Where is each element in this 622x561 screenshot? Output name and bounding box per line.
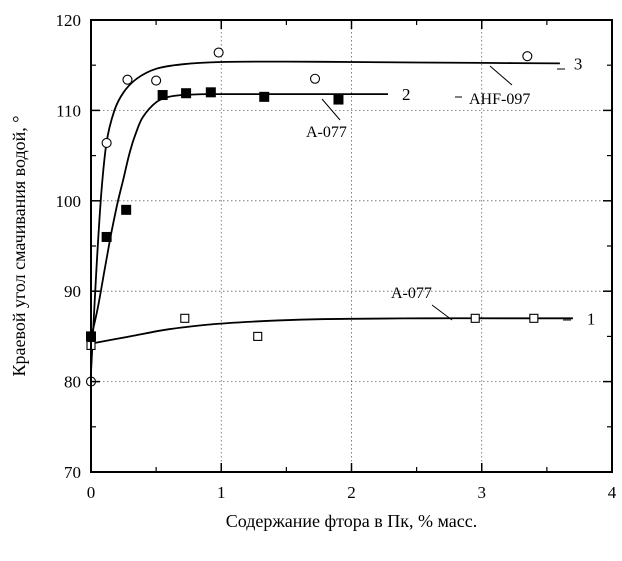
x-tick-labels: 0 1 2 3 4 — [87, 483, 617, 502]
point-series-3 — [309, 73, 321, 84]
annotation-label-3: AHF-097 — [469, 91, 530, 108]
point-series-2 — [333, 94, 344, 105]
annotation-leader-3 — [489, 65, 513, 86]
point-series-2 — [101, 231, 112, 242]
axis-ticks — [90, 19, 613, 473]
fit-curves — [90, 60, 573, 373]
x-tick-label: 1 — [217, 483, 226, 502]
point-series-2 — [205, 87, 216, 98]
x-tick-label: 3 — [478, 483, 487, 502]
curve-number-2: 2 — [402, 85, 411, 104]
curve-number-1: 1 — [587, 309, 596, 328]
annotation-label-1: A-077 — [391, 285, 432, 302]
grid — [91, 20, 612, 472]
y-tick-label: 90 — [64, 282, 81, 301]
curve-number-3: 3 — [574, 54, 583, 73]
x-axis-title: Содержание фтора в Пк, % масс. — [226, 511, 478, 531]
x-tick-label: 4 — [608, 483, 617, 502]
point-series-1 — [253, 331, 263, 341]
fit-curve-1 — [90, 317, 573, 345]
annotation-label-2: A-077 — [306, 124, 347, 141]
fit-curve-3 — [90, 60, 560, 373]
callouts: 1 2 3 AHF-097 A-077 A-077 — [306, 54, 595, 328]
y-tick-label: 120 — [56, 11, 82, 30]
y-axis-title: Краевой угол смачивания водой, ° — [9, 115, 29, 376]
point-series-2 — [259, 91, 270, 102]
point-series-3 — [151, 75, 162, 86]
y-tick-label: 110 — [56, 101, 81, 120]
point-series-2 — [181, 88, 192, 99]
point-series-2 — [121, 204, 132, 215]
y-tick-label: 80 — [64, 373, 81, 392]
x-tick-label: 0 — [87, 483, 96, 502]
point-series-3 — [101, 137, 112, 148]
point-series-3 — [522, 51, 533, 62]
point-series-1 — [470, 313, 480, 323]
point-series-1 — [180, 313, 190, 323]
annotation-leader-2 — [321, 98, 341, 121]
x-tick-label: 2 — [347, 483, 356, 502]
point-series-1 — [529, 313, 539, 323]
y-tick-label: 100 — [56, 192, 82, 211]
y-tick-labels: 70 80 90 100 110 120 — [56, 11, 82, 482]
point-series-2 — [157, 90, 168, 101]
point-series-3 — [122, 74, 133, 85]
point-series-3 — [213, 47, 224, 58]
annotation-leader-1 — [431, 304, 453, 321]
y-tick-label: 70 — [64, 463, 81, 482]
